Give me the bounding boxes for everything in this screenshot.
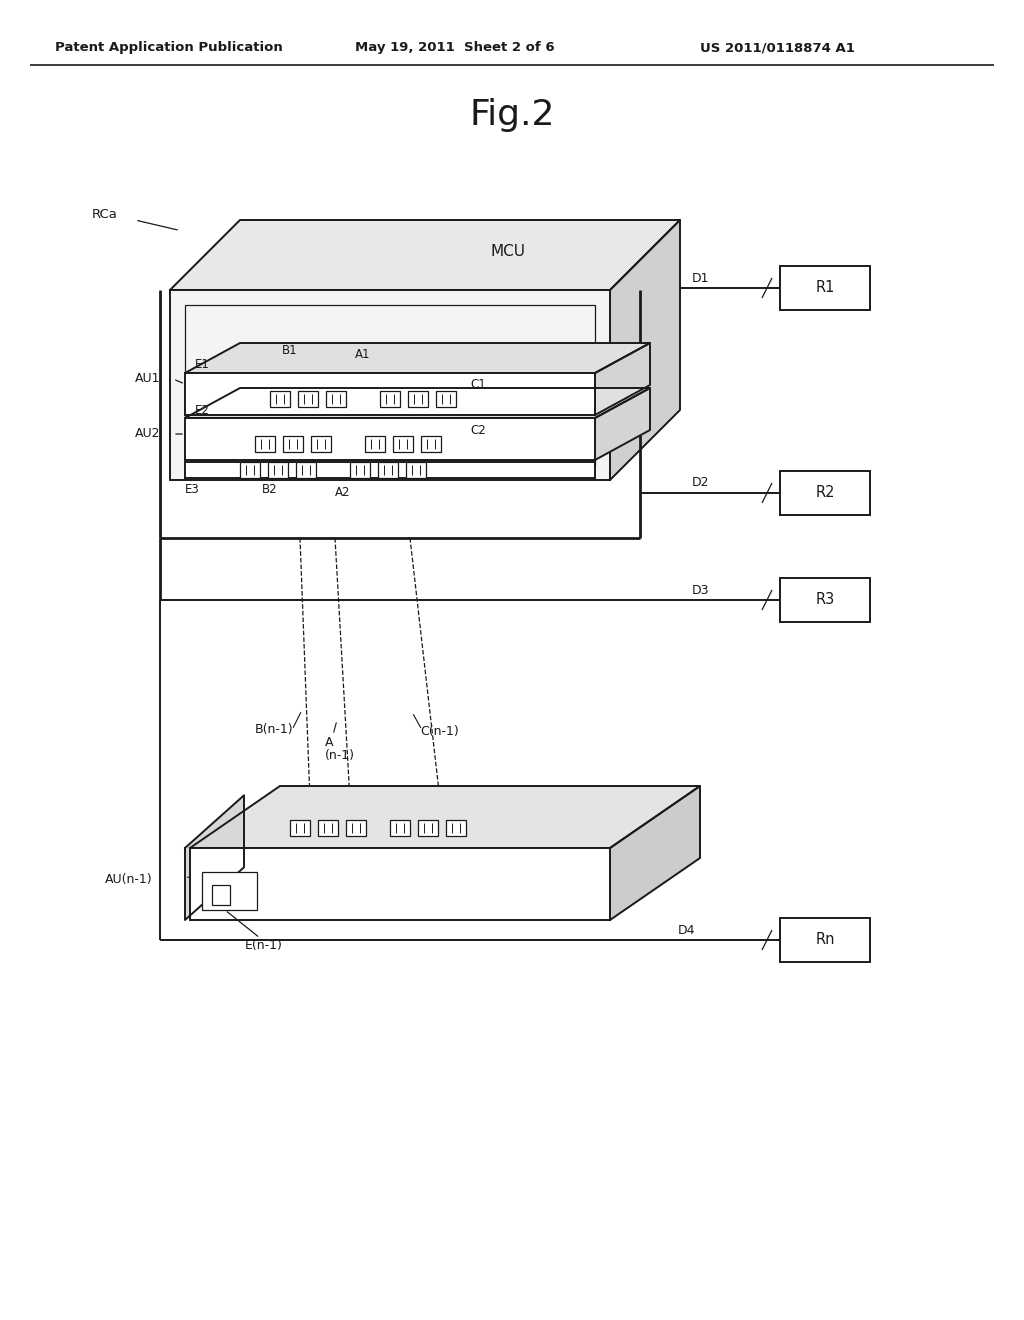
Polygon shape	[595, 388, 650, 459]
Polygon shape	[595, 343, 650, 414]
Bar	[350, 462, 370, 478]
Bar	[185, 418, 595, 459]
Bar	[318, 820, 338, 836]
Bar	[290, 820, 310, 836]
Bar	[780, 578, 870, 622]
Polygon shape	[190, 785, 700, 847]
Text: E(n-1): E(n-1)	[245, 939, 283, 952]
Text: C(n-1): C(n-1)	[420, 726, 459, 738]
Text: D2: D2	[692, 477, 710, 490]
Bar	[346, 820, 366, 836]
Bar	[780, 267, 870, 310]
Polygon shape	[185, 795, 244, 920]
Bar	[255, 436, 275, 451]
Bar	[393, 436, 413, 451]
Bar	[268, 462, 288, 478]
Bar	[270, 391, 290, 407]
Bar	[296, 462, 316, 478]
Text: R3: R3	[815, 593, 835, 607]
Text: RCa: RCa	[92, 209, 118, 222]
Text: E3: E3	[185, 483, 200, 496]
Bar	[326, 391, 346, 407]
Text: Patent Application Publication: Patent Application Publication	[55, 41, 283, 54]
Text: Rn: Rn	[815, 932, 835, 948]
Bar	[780, 471, 870, 515]
Text: D3: D3	[692, 583, 710, 597]
Text: D4: D4	[678, 924, 695, 936]
Bar	[446, 820, 466, 836]
Text: (n-1): (n-1)	[325, 748, 355, 762]
Polygon shape	[610, 220, 680, 480]
Bar	[418, 820, 438, 836]
Bar	[170, 290, 610, 480]
Text: A: A	[325, 735, 334, 748]
Bar	[408, 391, 428, 407]
Bar	[380, 391, 400, 407]
Text: AU(n-1): AU(n-1)	[105, 874, 153, 887]
Text: R2: R2	[815, 486, 835, 500]
Text: E1: E1	[195, 359, 210, 371]
Bar	[283, 436, 303, 451]
Text: A2: A2	[335, 487, 350, 499]
Bar	[780, 917, 870, 962]
Text: E2: E2	[195, 404, 210, 417]
Text: B2: B2	[262, 483, 278, 496]
Bar	[185, 305, 595, 465]
Text: MCU: MCU	[490, 244, 525, 259]
Bar	[190, 847, 610, 920]
Bar	[185, 462, 595, 478]
Polygon shape	[610, 785, 700, 920]
Text: A1: A1	[355, 348, 371, 362]
Polygon shape	[185, 388, 650, 418]
Text: AU1: AU1	[135, 372, 161, 385]
Bar	[311, 436, 331, 451]
Text: AU2: AU2	[135, 428, 161, 441]
Text: B1: B1	[282, 345, 298, 358]
Bar	[202, 873, 257, 909]
Text: B(n-1): B(n-1)	[255, 723, 294, 737]
Bar	[298, 391, 318, 407]
Text: US 2011/0118874 A1: US 2011/0118874 A1	[700, 41, 855, 54]
Bar	[365, 436, 385, 451]
Bar	[406, 462, 426, 478]
Bar	[212, 884, 230, 906]
Bar	[436, 391, 456, 407]
Polygon shape	[170, 220, 680, 290]
Polygon shape	[185, 343, 650, 374]
Text: R1: R1	[815, 281, 835, 296]
Bar	[421, 436, 441, 451]
Bar	[240, 462, 260, 478]
Text: May 19, 2011  Sheet 2 of 6: May 19, 2011 Sheet 2 of 6	[355, 41, 555, 54]
Text: D1: D1	[692, 272, 710, 285]
Text: C1: C1	[470, 379, 485, 392]
Text: C2: C2	[470, 424, 485, 437]
Bar	[185, 374, 595, 414]
Bar	[390, 820, 410, 836]
Text: Fig.2: Fig.2	[469, 98, 555, 132]
Bar	[378, 462, 398, 478]
